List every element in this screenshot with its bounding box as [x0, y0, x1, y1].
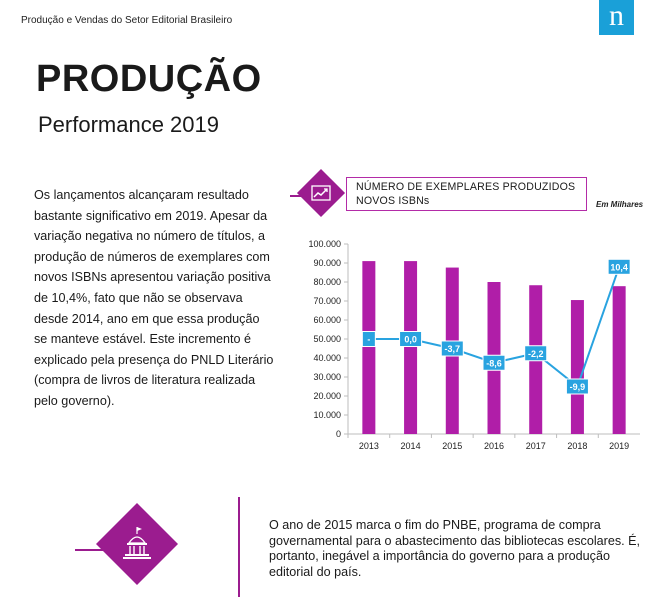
- data-label: -9,9: [570, 382, 586, 392]
- data-label-box: [440, 340, 464, 357]
- y-tick-label: 80.000: [313, 277, 341, 287]
- production-chart: 0 10.000 20.000 30.000 40.000 50.000 60.000 70.…: [308, 239, 640, 451]
- chart-title-line2: NOVOS ISBNs: [356, 195, 430, 207]
- data-label-box: [565, 378, 589, 395]
- x-tick-label: 2015: [442, 441, 462, 451]
- government-building-icon: [123, 527, 151, 559]
- bar-2019: [612, 286, 626, 434]
- y-tick-label: 70.000: [313, 296, 341, 306]
- bottom-paragraph: O ano de 2015 marca o fim do PNBE, progr…: [269, 518, 641, 579]
- data-label-box: [524, 345, 548, 362]
- data-label-box: [361, 331, 376, 347]
- y-tick-label: 90.000: [313, 258, 341, 268]
- y-tick-label: 30.000: [313, 372, 341, 382]
- chart-title-box: NÚMERO DE EXEMPLARES PRODUZIDOS NOVOS IS…: [346, 177, 587, 211]
- y-tick-label: 0: [336, 429, 341, 439]
- data-label-box: [607, 258, 631, 275]
- y-tick-label: 50.000: [313, 334, 341, 344]
- y-tick-label: 100.000: [308, 239, 341, 249]
- bar-2013: [362, 261, 376, 434]
- data-label-box: [482, 354, 506, 371]
- x-tick-label: 2016: [484, 441, 504, 451]
- chart-unit-label: Em Milhares: [596, 200, 644, 209]
- page-title: PRODUÇÃO: [36, 58, 262, 100]
- divider-vertical: [238, 497, 240, 597]
- data-label: -2,2: [528, 349, 544, 359]
- data-label-box: [399, 331, 423, 347]
- x-tick-label: 2017: [526, 441, 546, 451]
- y-tick-label: 60.000: [313, 315, 341, 325]
- data-label: -8,6: [486, 358, 502, 368]
- y-tick-label: 40.000: [313, 353, 341, 363]
- brand-logo: n: [599, 0, 634, 35]
- page-subtitle: Performance 2019: [38, 112, 219, 137]
- y-tick-label: 20.000: [313, 391, 341, 401]
- y-tick-label: 10.000: [313, 410, 341, 420]
- line-chart-icon: [311, 185, 331, 201]
- bar-2018: [570, 300, 584, 434]
- x-tick-label: 2018: [567, 441, 587, 451]
- x-tick-label: 2019: [609, 441, 629, 451]
- chart-title-line1: NÚMERO DE EXEMPLARES PRODUZIDOS: [356, 181, 576, 193]
- x-tick-label: 2013: [359, 441, 379, 451]
- bar-2014: [404, 261, 418, 434]
- data-label: -3,7: [445, 344, 461, 354]
- data-label: -: [367, 335, 370, 345]
- data-label: 10,4: [610, 262, 628, 272]
- document-header: Produção e Vendas do Setor Editorial Bra…: [21, 15, 233, 26]
- x-tick-label: 2014: [401, 441, 421, 451]
- data-label: 0,0: [404, 335, 417, 345]
- divider-horizontal: [75, 549, 105, 551]
- body-paragraph: Os lançamentos alcançaram resultado bast…: [34, 188, 274, 408]
